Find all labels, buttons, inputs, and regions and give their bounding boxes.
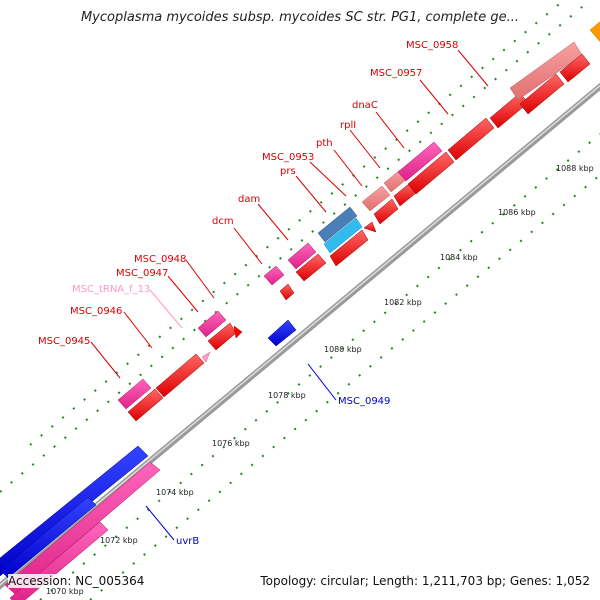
- backbone: [0, 82, 600, 590]
- feature-msc-0945[interactable]: [117, 378, 152, 410]
- tick-label-1076: 1076 kbp: [212, 439, 250, 448]
- gene-label-dnaC[interactable]: dnaC: [352, 100, 378, 111]
- forward-strand-features: [4, 20, 600, 595]
- gene-label-prs[interactable]: prs: [280, 166, 296, 177]
- gene-label-msc-trna-f-13[interactable]: MSC_tRNA_f_13: [72, 284, 150, 295]
- gene-label-msc-0948[interactable]: MSC_0948: [134, 254, 186, 265]
- gene-label-dcm[interactable]: dcm: [212, 216, 234, 227]
- gene-labels: MSC_0945 MSC_0946 MSC_tRNA_f_13 MSC_0947…: [38, 40, 458, 547]
- feature-dcm[interactable]: [279, 283, 295, 301]
- scale-labels: 1070 kbp 1072 kbp 1074 kbp 1076 kbp 1078…: [46, 164, 594, 596]
- map-title: Mycoplasma mycoides subsp. mycoides SC s…: [80, 10, 520, 25]
- feature-prs-steel[interactable]: [317, 206, 358, 243]
- feature-dnaC-pink[interactable]: [397, 141, 443, 182]
- feature-msc-0953[interactable]: [363, 221, 377, 233]
- feature-small-red-a[interactable]: [233, 325, 243, 339]
- feature-dam-pink[interactable]: [287, 242, 317, 270]
- gene-label-uvrB[interactable]: uvrB: [176, 536, 199, 547]
- upper-dotted-track: [0, 0, 592, 493]
- tick-label-1084: 1084 kbp: [440, 253, 478, 262]
- feature-msc-0947[interactable]: [155, 353, 205, 398]
- feature-msc-0958[interactable]: [519, 73, 565, 115]
- feature-prs[interactable]: [329, 229, 369, 267]
- feature-dam[interactable]: [295, 253, 327, 282]
- feature-msc-0948-pink[interactable]: [197, 310, 227, 338]
- feature-prs-cyan[interactable]: [323, 217, 363, 254]
- tick-label-1088: 1088 kbp: [556, 164, 594, 173]
- tick-label-1070: 1070 kbp: [46, 587, 84, 596]
- gene-label-msc-0947[interactable]: MSC_0947: [116, 268, 168, 279]
- tick-label-1078: 1078 kbp: [268, 391, 306, 400]
- feature-orange[interactable]: [589, 20, 600, 44]
- gene-label-dam[interactable]: dam: [238, 194, 260, 205]
- feature-msc-0957[interactable]: [447, 117, 495, 161]
- feature-msc-0957-b[interactable]: [489, 92, 529, 129]
- tick-label-1086: 1086 kbp: [498, 208, 536, 217]
- feature-dcm-pink[interactable]: [263, 265, 285, 286]
- gene-label-msc-0949[interactable]: MSC_0949: [338, 396, 390, 407]
- tick-label-1082: 1082 kbp: [384, 298, 422, 307]
- feature-pth-salmon[interactable]: [361, 185, 391, 212]
- gene-label-msc-0953[interactable]: MSC_0953: [262, 152, 314, 163]
- tick-label-1080: 1080 kbp: [324, 345, 362, 354]
- feature-msc-tRNA-f-13[interactable]: [201, 351, 211, 363]
- feature-dnaC[interactable]: [407, 151, 455, 195]
- gene-label-msc-0958[interactable]: MSC_0958: [406, 40, 458, 51]
- tick-label-1072: 1072 kbp: [100, 536, 138, 545]
- tick-label-1074: 1074 kbp: [156, 488, 194, 497]
- feature-pth[interactable]: [373, 198, 399, 225]
- lower-dotted-track: [39, 133, 600, 600]
- gene-label-msc-0957[interactable]: MSC_0957: [370, 68, 422, 79]
- gene-label-pth[interactable]: pth: [316, 138, 333, 149]
- feature-msc-0958-b[interactable]: [559, 53, 591, 83]
- feature-msc-0949[interactable]: [267, 319, 297, 347]
- genome-summary-text: Topology: circular; Length: 1,211,703 bp…: [260, 574, 590, 588]
- label-leader-lines: [90, 49, 489, 541]
- gene-label-msc-0946[interactable]: MSC_0946: [70, 306, 122, 317]
- accession-text: Accession: NC_005364: [8, 574, 145, 588]
- gene-label-rplI[interactable]: rplI: [340, 120, 356, 131]
- feature-uvrB-outer[interactable]: [4, 461, 161, 595]
- feature-msc-0946[interactable]: [127, 388, 164, 422]
- gene-label-msc-0945[interactable]: MSC_0945: [38, 336, 90, 347]
- feature-uvrB-blue-b[interactable]: [0, 496, 97, 579]
